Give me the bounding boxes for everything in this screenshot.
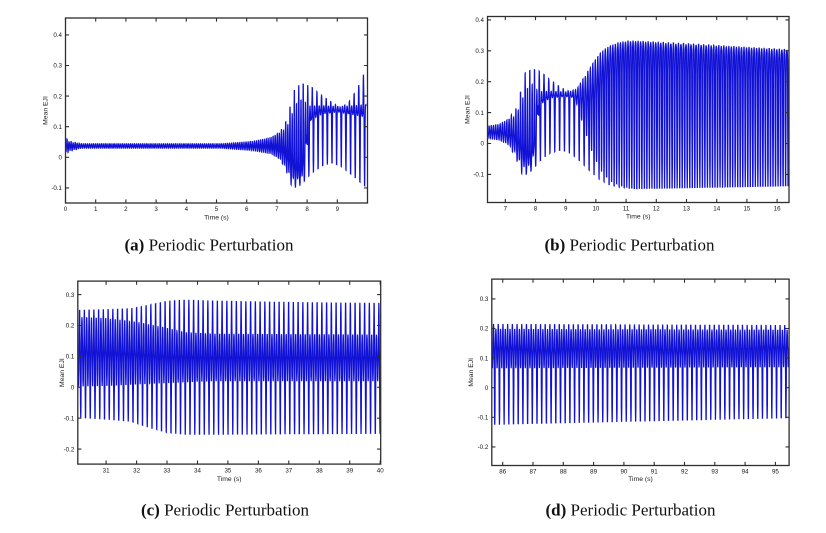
svg-text:0.1: 0.1 (475, 110, 484, 117)
svg-text:-0.1: -0.1 (473, 172, 484, 179)
svg-text:37: 37 (285, 467, 292, 474)
svg-text:3: 3 (154, 206, 158, 213)
svg-text:87: 87 (530, 469, 537, 476)
svg-text:0.4: 0.4 (475, 17, 484, 24)
svg-text:13: 13 (683, 206, 690, 213)
svg-text:0: 0 (71, 385, 75, 392)
svg-text:Mean EJI: Mean EJI (59, 358, 66, 387)
svg-text:-0.1: -0.1 (478, 415, 489, 422)
svg-text:89: 89 (590, 469, 597, 476)
svg-text:32: 32 (133, 467, 140, 474)
svg-text:0.2: 0.2 (66, 323, 75, 330)
svg-text:-0.2: -0.2 (64, 446, 75, 453)
svg-text:0: 0 (481, 141, 485, 148)
svg-text:0.2: 0.2 (475, 79, 484, 86)
svg-text:91: 91 (651, 469, 658, 476)
svg-text:1: 1 (94, 206, 98, 213)
svg-text:11: 11 (623, 206, 630, 213)
svg-text:35: 35 (224, 467, 231, 474)
svg-text:2: 2 (124, 206, 128, 213)
svg-text:36: 36 (255, 467, 262, 474)
svg-text:0.1: 0.1 (53, 124, 62, 131)
svg-text:0.3: 0.3 (66, 292, 75, 299)
svg-text:0.3: 0.3 (53, 63, 62, 70)
svg-text:8: 8 (305, 206, 309, 213)
svg-text:5: 5 (215, 206, 219, 213)
svg-text:14: 14 (713, 206, 720, 213)
svg-text:31: 31 (103, 467, 110, 474)
svg-text:94: 94 (742, 469, 749, 476)
svg-text:(d) Periodic Perturbation: (d) Periodic Perturbation (546, 501, 716, 520)
svg-text:Time (s): Time (s) (628, 476, 653, 483)
svg-text:88: 88 (560, 469, 567, 476)
svg-text:0.3: 0.3 (475, 48, 484, 55)
svg-text:4: 4 (185, 206, 189, 213)
svg-text:0: 0 (64, 206, 68, 213)
svg-text:90: 90 (620, 469, 627, 476)
svg-text:0.3: 0.3 (480, 296, 489, 303)
svg-text:38: 38 (316, 467, 323, 474)
svg-text:(a) Periodic Perturbation: (a) Periodic Perturbation (124, 235, 294, 254)
svg-text:0: 0 (485, 385, 489, 392)
svg-text:7: 7 (504, 206, 508, 213)
svg-text:92: 92 (681, 469, 688, 476)
svg-text:16: 16 (774, 206, 781, 213)
svg-text:95: 95 (772, 469, 779, 476)
svg-text:Time (s): Time (s) (204, 215, 229, 222)
svg-text:Time (s): Time (s) (217, 476, 242, 483)
svg-text:15: 15 (743, 206, 750, 213)
svg-text:0.1: 0.1 (480, 355, 489, 362)
svg-text:9: 9 (564, 206, 568, 213)
svg-text:7: 7 (275, 206, 279, 213)
svg-text:10: 10 (592, 206, 599, 213)
svg-text:40: 40 (377, 467, 384, 474)
svg-text:33: 33 (164, 467, 171, 474)
svg-text:8: 8 (534, 206, 538, 213)
svg-text:0.1: 0.1 (66, 354, 75, 361)
svg-text:(b) Periodic Perturbation: (b) Periodic Perturbation (545, 235, 715, 254)
svg-text:34: 34 (194, 467, 201, 474)
svg-text:39: 39 (346, 467, 353, 474)
svg-text:9: 9 (336, 206, 340, 213)
svg-text:6: 6 (245, 206, 249, 213)
svg-text:0: 0 (59, 155, 63, 162)
svg-text:0.2: 0.2 (53, 93, 62, 100)
svg-text:Mean EJI: Mean EJI (464, 95, 471, 124)
svg-text:Mean EJI: Mean EJI (43, 96, 50, 125)
svg-text:-0.1: -0.1 (64, 415, 75, 422)
svg-text:Mean EJI: Mean EJI (468, 358, 475, 387)
svg-text:93: 93 (711, 469, 718, 476)
svg-text:Time (s): Time (s) (626, 214, 651, 221)
svg-text:-0.1: -0.1 (51, 185, 62, 192)
svg-text:0.2: 0.2 (480, 326, 489, 333)
svg-text:(c) Periodic Perturbation: (c) Periodic Perturbation (141, 501, 310, 520)
svg-text:0.4: 0.4 (53, 32, 62, 39)
svg-text:86: 86 (499, 469, 506, 476)
svg-text:12: 12 (653, 206, 660, 213)
svg-text:-0.2: -0.2 (478, 444, 489, 451)
